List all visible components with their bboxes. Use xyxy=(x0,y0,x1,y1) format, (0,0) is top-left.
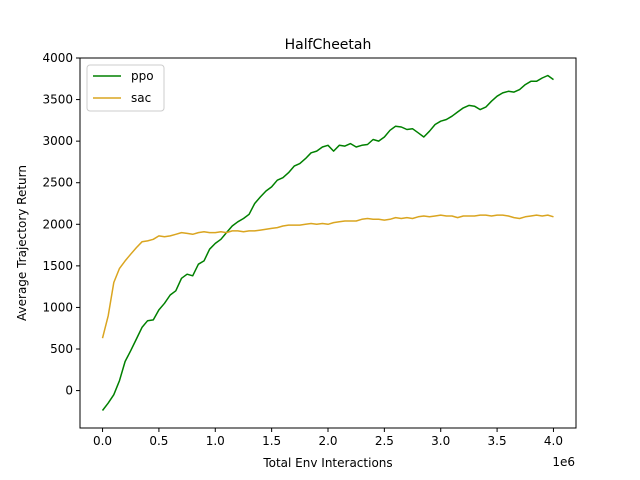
x-tick-label: 0.5 xyxy=(149,434,168,448)
series-layer xyxy=(101,74,554,411)
x-axis-offset-label: 1e6 xyxy=(552,455,575,469)
chart-title: HalfCheetah xyxy=(285,37,372,53)
x-tick-label: 2.5 xyxy=(375,434,394,448)
series-line-ppo xyxy=(101,74,554,411)
y-tick-label: 0 xyxy=(65,384,73,398)
y-tick-label: 4000 xyxy=(42,51,73,65)
y-tick-label: 2500 xyxy=(42,176,73,190)
x-tick-label: 2.0 xyxy=(318,434,337,448)
y-axis: 0 500 1000 1500 2000 2500 3000 3500 4000 xyxy=(42,51,80,398)
x-axis: 0.0 0.5 1.0 1.5 2.0 2.5 3.0 3.5 4.0 xyxy=(93,428,563,448)
plot-frame xyxy=(79,57,577,429)
x-tick-label: 4.0 xyxy=(544,434,563,448)
y-tick-label: 500 xyxy=(50,342,73,356)
legend-label-sac: sac xyxy=(131,91,151,105)
x-tick-label: 3.5 xyxy=(488,434,507,448)
x-tick-label: 0.0 xyxy=(93,434,112,448)
legend: ppo sac xyxy=(86,64,165,112)
x-tick-label: 1.5 xyxy=(262,434,281,448)
y-tick-label: 3500 xyxy=(42,93,73,107)
y-tick-label: 1500 xyxy=(42,259,73,273)
y-tick-label: 2000 xyxy=(42,217,73,231)
x-tick-label: 3.0 xyxy=(431,434,450,448)
y-axis-label: Average Trajectory Return xyxy=(15,165,29,321)
y-tick-label: 3000 xyxy=(42,134,73,148)
x-tick-label: 1.0 xyxy=(206,434,225,448)
y-tick-label: 1000 xyxy=(42,300,73,314)
x-axis-label: Total Env Interactions xyxy=(262,456,392,470)
series-line-sac xyxy=(101,214,554,339)
legend-label-ppo: ppo xyxy=(131,69,154,83)
